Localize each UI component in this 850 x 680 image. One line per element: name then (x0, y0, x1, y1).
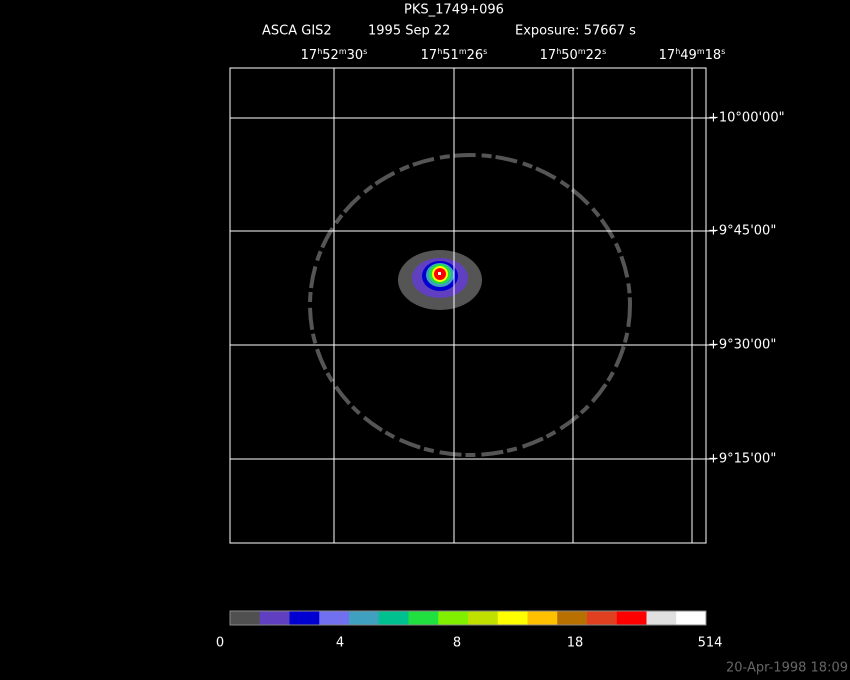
colorbar-label: 514 (698, 636, 723, 651)
colorbar-swatch (587, 611, 618, 625)
colorbar-swatch (408, 611, 439, 625)
colorbar-swatch (289, 611, 320, 625)
colorbar-swatch (259, 611, 290, 625)
dec-label: +9°30'00" (708, 338, 776, 353)
ra-label-part: 22 (586, 48, 603, 63)
ra-label-part: s (363, 47, 367, 56)
dec-label: +9°15'00" (708, 452, 776, 467)
ra-label-part: s (721, 47, 725, 56)
ra-label-part: m (578, 47, 586, 56)
colorbar-swatch (646, 611, 677, 625)
ra-label-part: s (602, 47, 606, 56)
timestamp: 20-Apr-1998 18:09 (726, 661, 848, 676)
colorbar-swatch (557, 611, 588, 625)
colorbar-label: 18 (567, 636, 584, 651)
title: PKS_1749+096 (404, 3, 504, 18)
coordinate-grid: 17h52m30s 17h51m26s 17h50m22s 17h49m18s+10°… (230, 47, 785, 543)
frame (229, 67, 707, 544)
ra-label-part: h (437, 47, 442, 56)
ra-label-part: 17 (301, 48, 318, 63)
ra-label-part: h (675, 47, 680, 56)
ra-label-part: m (697, 47, 705, 56)
ra-label-part: m (459, 47, 467, 56)
colorbar: 0 4 8 18 514 (216, 610, 723, 651)
colorbar-swatch (378, 611, 409, 625)
ra-label-part: 26 (467, 48, 484, 63)
obs-date: 1995 Sep 22 (368, 24, 450, 39)
dec-label: +10°00'00" (708, 111, 785, 126)
ra-label: 17h52m30s (301, 47, 368, 63)
colorbar-swatch (527, 611, 558, 625)
ra-label-part: 17 (659, 48, 676, 63)
ra-label-part: m (339, 47, 347, 56)
colorbar-swatch (616, 611, 647, 625)
exposure: Exposure: 57667 s (515, 24, 636, 39)
ra-label-part: 50 (561, 48, 578, 63)
ra-label: 17h50m22s (540, 47, 607, 63)
ra-label-part: 52 (322, 48, 339, 63)
ra-label-part: 30 (347, 48, 364, 63)
dec-label: +9°45'00" (708, 224, 776, 239)
ra-label-part: h (317, 47, 322, 56)
ra-label-part: h (556, 47, 561, 56)
ra-label-part: 18 (705, 48, 722, 63)
instrument: ASCA GIS2 (262, 24, 332, 39)
colorbar-label: 4 (336, 636, 344, 651)
ra-label-part: 51 (442, 48, 459, 63)
ra-label: 17h49m18s (659, 47, 726, 63)
detector-ring (308, 153, 632, 457)
colorbar-frame (229, 610, 707, 626)
sky-image (308, 153, 632, 457)
colorbar-label: 0 (216, 636, 224, 651)
colorbar-swatch (438, 611, 469, 625)
ra-label-part: 17 (540, 48, 557, 63)
source-peak (438, 272, 441, 275)
colorbar-label: 8 (453, 636, 461, 651)
ra-label-part: 49 (680, 48, 697, 63)
ra-label: 17h51m26s (421, 47, 488, 63)
colorbar-swatch (676, 611, 707, 625)
ra-label-part: 17 (421, 48, 438, 63)
colorbar-swatch (319, 611, 350, 625)
colorbar-swatch (497, 611, 528, 625)
ra-label-part: s (483, 47, 487, 56)
colorbar-swatch (468, 611, 499, 625)
colorbar-swatch (349, 611, 380, 625)
colorbar-swatch (230, 611, 261, 625)
